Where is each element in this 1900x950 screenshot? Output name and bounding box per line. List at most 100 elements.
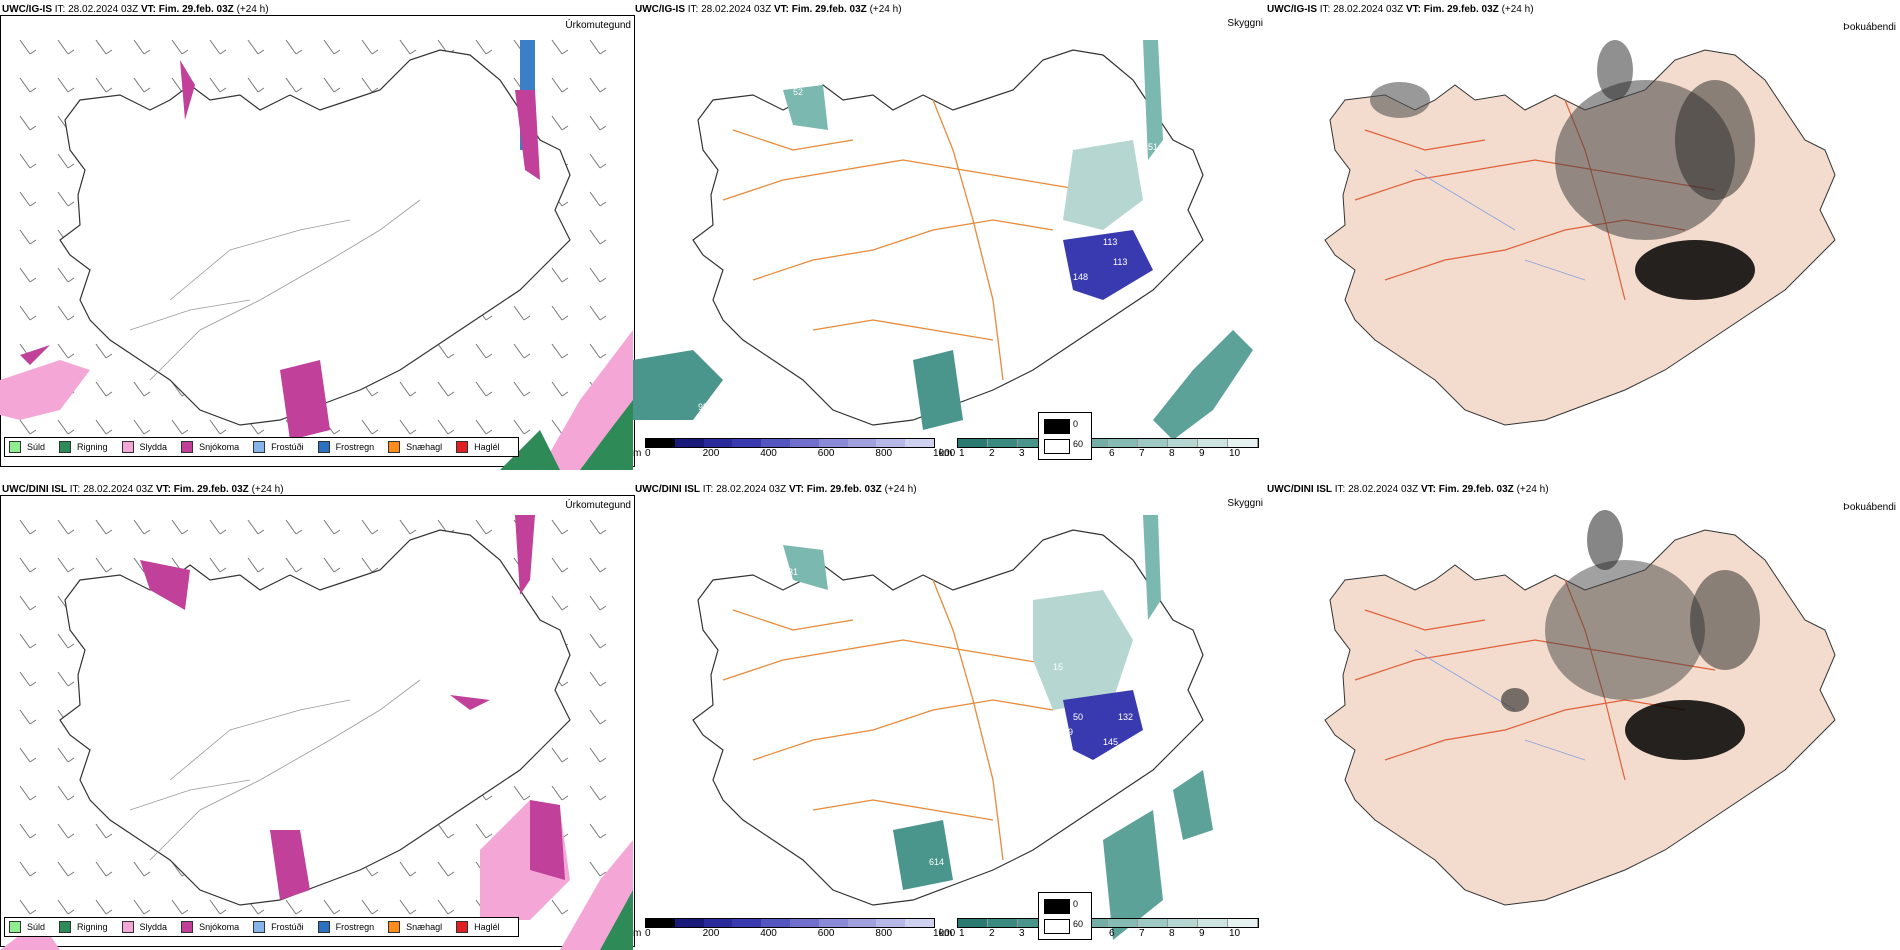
- visibility-value-label: 157: [708, 417, 723, 427]
- scale-tick: 3: [1019, 928, 1025, 939]
- legend-swatch: [121, 441, 134, 453]
- map-frame: [0, 15, 635, 467]
- km-colorbar: [957, 918, 1259, 928]
- wind-barb: [513, 343, 531, 359]
- wind-barb: [19, 191, 37, 207]
- legend-item: Slydda: [121, 921, 167, 933]
- wind-barb: [57, 861, 75, 877]
- colorbar-segment: [646, 919, 675, 927]
- lead-time: (+24 h): [236, 4, 269, 15]
- wind-barb: [133, 861, 151, 877]
- lead-time: (+24 h): [1501, 4, 1534, 15]
- scale-tick: 600: [817, 928, 835, 939]
- scale-tick: 1: [959, 928, 965, 939]
- wind-barb: [589, 519, 607, 535]
- wind-barb: [57, 899, 75, 915]
- wind-barb: [247, 519, 265, 535]
- wind-barb: [57, 39, 75, 55]
- wind-barb: [551, 785, 569, 801]
- km-colorbar: [957, 438, 1259, 448]
- legend-item: Súld: [9, 921, 45, 933]
- wind-barb: [437, 823, 455, 839]
- wind-barb: [19, 519, 37, 535]
- wind-barb: [361, 39, 379, 55]
- wind-barb: [437, 343, 455, 359]
- wind-barb: [437, 861, 455, 877]
- legend-item: Frostúði: [253, 921, 304, 933]
- colorbar-segment: [1078, 919, 1108, 927]
- wind-barb: [437, 419, 455, 435]
- fog-map: [1324, 510, 1836, 906]
- legend-label: Snjókoma: [199, 922, 240, 932]
- wind-barb: [57, 519, 75, 535]
- wind-barb: [589, 633, 607, 649]
- wind-barb: [361, 77, 379, 93]
- wind-barb: [551, 595, 569, 611]
- wind-barb: [399, 39, 417, 55]
- wind-barb: [399, 899, 417, 915]
- legend-swatch: [181, 441, 194, 453]
- scale-tick: 7: [1139, 928, 1145, 939]
- panel-title: UWC/IG-IS IT: 28.02.2024 03Z VT: Fim. 29…: [2, 4, 269, 15]
- precip-type-map: [0, 515, 633, 950]
- wind-barb: [133, 899, 151, 915]
- fog-legend-high-swatch: [1044, 419, 1070, 434]
- colorbar-segment: [703, 439, 733, 447]
- wind-barb: [285, 557, 303, 573]
- wind-barb: [589, 709, 607, 725]
- wind-barb: [19, 861, 37, 877]
- wind-barb: [19, 77, 37, 93]
- wind-barb: [19, 747, 37, 763]
- colorbar-segment: [988, 439, 1018, 447]
- legend-label: Haglél: [474, 442, 500, 452]
- wind-barb: [19, 153, 37, 169]
- valid-label: VT:: [140, 4, 156, 15]
- colorbar-segment: [876, 919, 906, 927]
- precip-type-map: [0, 39, 633, 470]
- precip-type-panel-bottom: UWC/DINI ISL IT: 28.02.2024 03Z VT: Fim.…: [0, 480, 635, 950]
- scale-unit: m: [633, 448, 642, 459]
- wind-barb: [171, 899, 189, 915]
- wind-barb: [95, 823, 113, 839]
- legend-label: Frostúði: [271, 442, 304, 452]
- wind-barb: [19, 709, 37, 725]
- valid-label: VT:: [773, 4, 789, 15]
- wind-barb: [19, 899, 37, 915]
- scale-tick: 7: [1139, 448, 1145, 459]
- colorbar-segment: [1138, 919, 1168, 927]
- valid-label: VT:: [1420, 484, 1436, 495]
- wind-barb: [399, 861, 417, 877]
- colorbar-segment: [1138, 439, 1168, 447]
- wind-barb: [19, 557, 37, 573]
- wind-barb: [475, 343, 493, 359]
- wind-barb: [589, 595, 607, 611]
- fog-panel-bottom: UWC/DINI ISL IT: 28.02.2024 03Z VT: Fim.…: [1038, 480, 1900, 950]
- legend-swatch: [253, 921, 266, 933]
- wind-barb: [589, 267, 607, 283]
- wind-barb: [551, 305, 569, 321]
- scale-tick: 9: [1199, 928, 1205, 939]
- legend-item: Snæhagl: [388, 441, 442, 453]
- colorbar-segment: [789, 919, 819, 927]
- wind-barb: [57, 671, 75, 687]
- wind-barb: [399, 381, 417, 397]
- wind-barb: [323, 39, 341, 55]
- wind-barb: [551, 557, 569, 573]
- fog-legend: 0 60: [1038, 892, 1092, 940]
- colorbar-segment: [732, 919, 762, 927]
- model-name: UWC/DINI ISL: [2, 484, 67, 495]
- fog-legend-high-label: 0: [1073, 419, 1079, 429]
- scale-tick: 0: [645, 928, 651, 939]
- wind-barb: [551, 267, 569, 283]
- scale-tick: 400: [760, 448, 777, 459]
- wind-barb: [589, 191, 607, 207]
- wind-barb: [19, 785, 37, 801]
- colorbar-segment: [674, 919, 704, 927]
- wind-barb: [323, 519, 341, 535]
- lead-time: (+24 h): [251, 484, 284, 495]
- wind-barb: [589, 39, 607, 55]
- wind-barb: [589, 823, 607, 839]
- colorbar-segment: [1198, 919, 1228, 927]
- legend-swatch: [121, 921, 134, 933]
